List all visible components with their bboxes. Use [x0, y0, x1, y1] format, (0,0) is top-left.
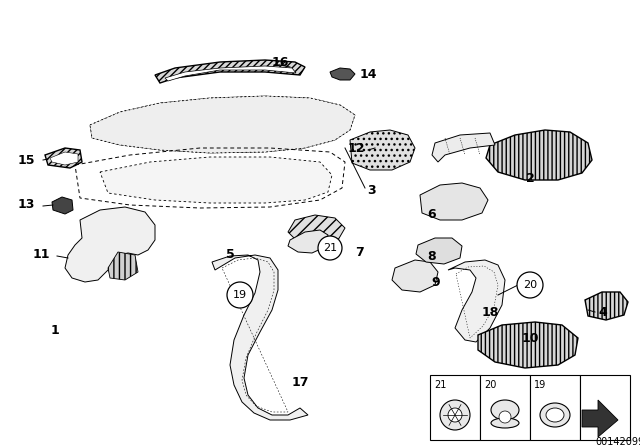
Text: 8: 8: [428, 250, 436, 263]
Polygon shape: [253, 172, 277, 192]
Text: 12: 12: [348, 142, 365, 155]
Ellipse shape: [491, 400, 519, 420]
Polygon shape: [420, 183, 488, 220]
Bar: [580, 375, 630, 440]
Text: 3: 3: [368, 184, 376, 197]
Text: 6: 6: [428, 208, 436, 221]
Polygon shape: [108, 252, 138, 280]
Bar: [480, 375, 530, 440]
Bar: [430, 375, 480, 440]
Polygon shape: [585, 292, 628, 320]
Polygon shape: [582, 400, 618, 437]
Bar: [530, 375, 580, 440]
Text: 20: 20: [484, 380, 497, 390]
Polygon shape: [392, 260, 438, 292]
Text: 5: 5: [226, 249, 234, 262]
Text: 20: 20: [523, 280, 537, 290]
Polygon shape: [163, 175, 187, 195]
Polygon shape: [448, 260, 505, 342]
Text: 9: 9: [432, 276, 440, 289]
Text: 18: 18: [481, 306, 499, 319]
Text: 4: 4: [598, 306, 607, 319]
Polygon shape: [288, 215, 345, 245]
Circle shape: [318, 236, 342, 260]
Circle shape: [517, 272, 543, 298]
Polygon shape: [52, 197, 73, 214]
Text: 21: 21: [323, 243, 337, 253]
Text: 21: 21: [434, 380, 446, 390]
Text: 16: 16: [271, 56, 289, 69]
Polygon shape: [416, 238, 462, 264]
Polygon shape: [330, 68, 355, 80]
Text: 00142099: 00142099: [595, 437, 640, 447]
Text: 1: 1: [51, 323, 60, 336]
Text: 10: 10: [521, 332, 539, 345]
Polygon shape: [288, 230, 328, 253]
Text: 19: 19: [534, 380, 547, 390]
Text: 11: 11: [33, 249, 50, 262]
Polygon shape: [45, 148, 82, 168]
Polygon shape: [65, 207, 155, 282]
Ellipse shape: [491, 418, 519, 428]
Polygon shape: [486, 130, 592, 180]
Polygon shape: [432, 133, 495, 162]
Polygon shape: [90, 96, 355, 153]
Circle shape: [448, 408, 462, 422]
Text: 2: 2: [525, 172, 534, 185]
Polygon shape: [90, 96, 355, 153]
Circle shape: [440, 400, 470, 430]
Polygon shape: [350, 130, 415, 170]
Text: 7: 7: [356, 246, 364, 258]
Ellipse shape: [546, 408, 564, 422]
Text: 17: 17: [291, 375, 308, 388]
Circle shape: [227, 282, 253, 308]
Polygon shape: [100, 157, 332, 203]
Polygon shape: [212, 255, 308, 420]
Polygon shape: [155, 60, 305, 83]
Polygon shape: [50, 152, 78, 165]
Polygon shape: [478, 322, 578, 368]
Text: 19: 19: [233, 290, 247, 300]
Ellipse shape: [540, 403, 570, 427]
Text: 14: 14: [359, 68, 377, 81]
Text: 15: 15: [17, 154, 35, 167]
Polygon shape: [208, 172, 232, 192]
Text: 13: 13: [18, 198, 35, 211]
Circle shape: [499, 411, 511, 423]
Polygon shape: [165, 66, 296, 81]
